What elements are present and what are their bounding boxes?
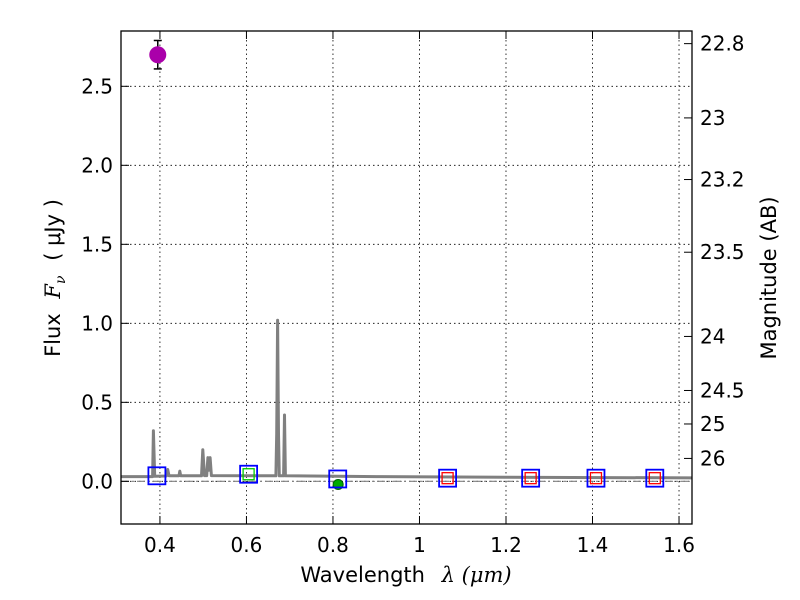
y2-tick-label: 23.5	[700, 240, 745, 264]
y-axis-title-unit: ( μJy )	[41, 199, 65, 261]
x-tick-label: 0.8	[317, 533, 349, 557]
y2-tick-label: 24.5	[700, 378, 745, 402]
x-tick-label: 0.4	[144, 533, 176, 557]
model-photometry-marker	[328, 469, 348, 489]
inner-photometry-marker	[524, 472, 537, 485]
y-tick-label: 0.0	[81, 469, 113, 493]
grid-lines	[121, 31, 692, 524]
model-photometry-marker	[645, 468, 665, 488]
y-tick-label: 1.0	[81, 311, 113, 335]
inner-photometry-marker	[242, 468, 255, 481]
model-photometry-marker	[147, 466, 167, 486]
y-tick-label: 0.5	[81, 390, 113, 414]
model-photometry-marker	[586, 468, 606, 488]
y-axis-title: Flux Fν ( μJy )	[41, 199, 70, 357]
y2-tick-label: 26	[700, 446, 725, 470]
inner-photometry-marker	[441, 472, 454, 485]
x-tick-label: 1.4	[577, 533, 609, 557]
inner-photometry-marker	[589, 472, 603, 485]
data-series	[121, 39, 693, 490]
y2-tick-label: 25	[700, 412, 725, 436]
y-tick-label: 2.5	[81, 74, 113, 98]
y2-tick-label: 23.2	[700, 168, 745, 192]
model-photometry-marker	[239, 464, 259, 484]
model-spectrum-line	[121, 318, 693, 480]
x-tick-label: 1.2	[490, 533, 522, 557]
y2-tick-label: 22.8	[700, 32, 745, 56]
y-axis-title-word: Flux	[41, 313, 65, 357]
x-tick-label: 1.6	[663, 533, 695, 557]
y2-axis-title: Magnitude (AB)	[757, 196, 781, 359]
observed-flux-point	[149, 46, 167, 64]
axis-ticks: 0.4 0.6 0.8 1 1.2 1.4 1.6 0.0 0.5 1.0 1.5 2.0 2.5 22.…	[81, 31, 745, 557]
y-tick-label: 1.5	[81, 232, 113, 256]
x-tick-label: 0.6	[231, 533, 263, 557]
model-photometry-marker	[521, 468, 541, 488]
y-tick-label: 2.0	[81, 153, 113, 177]
y2-tick-label: 23	[700, 106, 725, 130]
model-photometry-marker	[438, 468, 457, 488]
y2-tick-label: 24	[700, 324, 725, 348]
x-axis-title-word: Wavelength	[300, 563, 425, 587]
y-axis-title-math: F	[41, 283, 65, 300]
inner-photometry-marker	[648, 472, 661, 485]
x-axis-title: Wavelength λ (μm)	[300, 563, 511, 587]
y-axis-title-math-sub: ν	[53, 275, 69, 284]
plot-frame	[120, 30, 693, 525]
x-axis-title-math: λ (μm)	[441, 563, 512, 587]
x-tick-label: 1	[413, 533, 426, 557]
